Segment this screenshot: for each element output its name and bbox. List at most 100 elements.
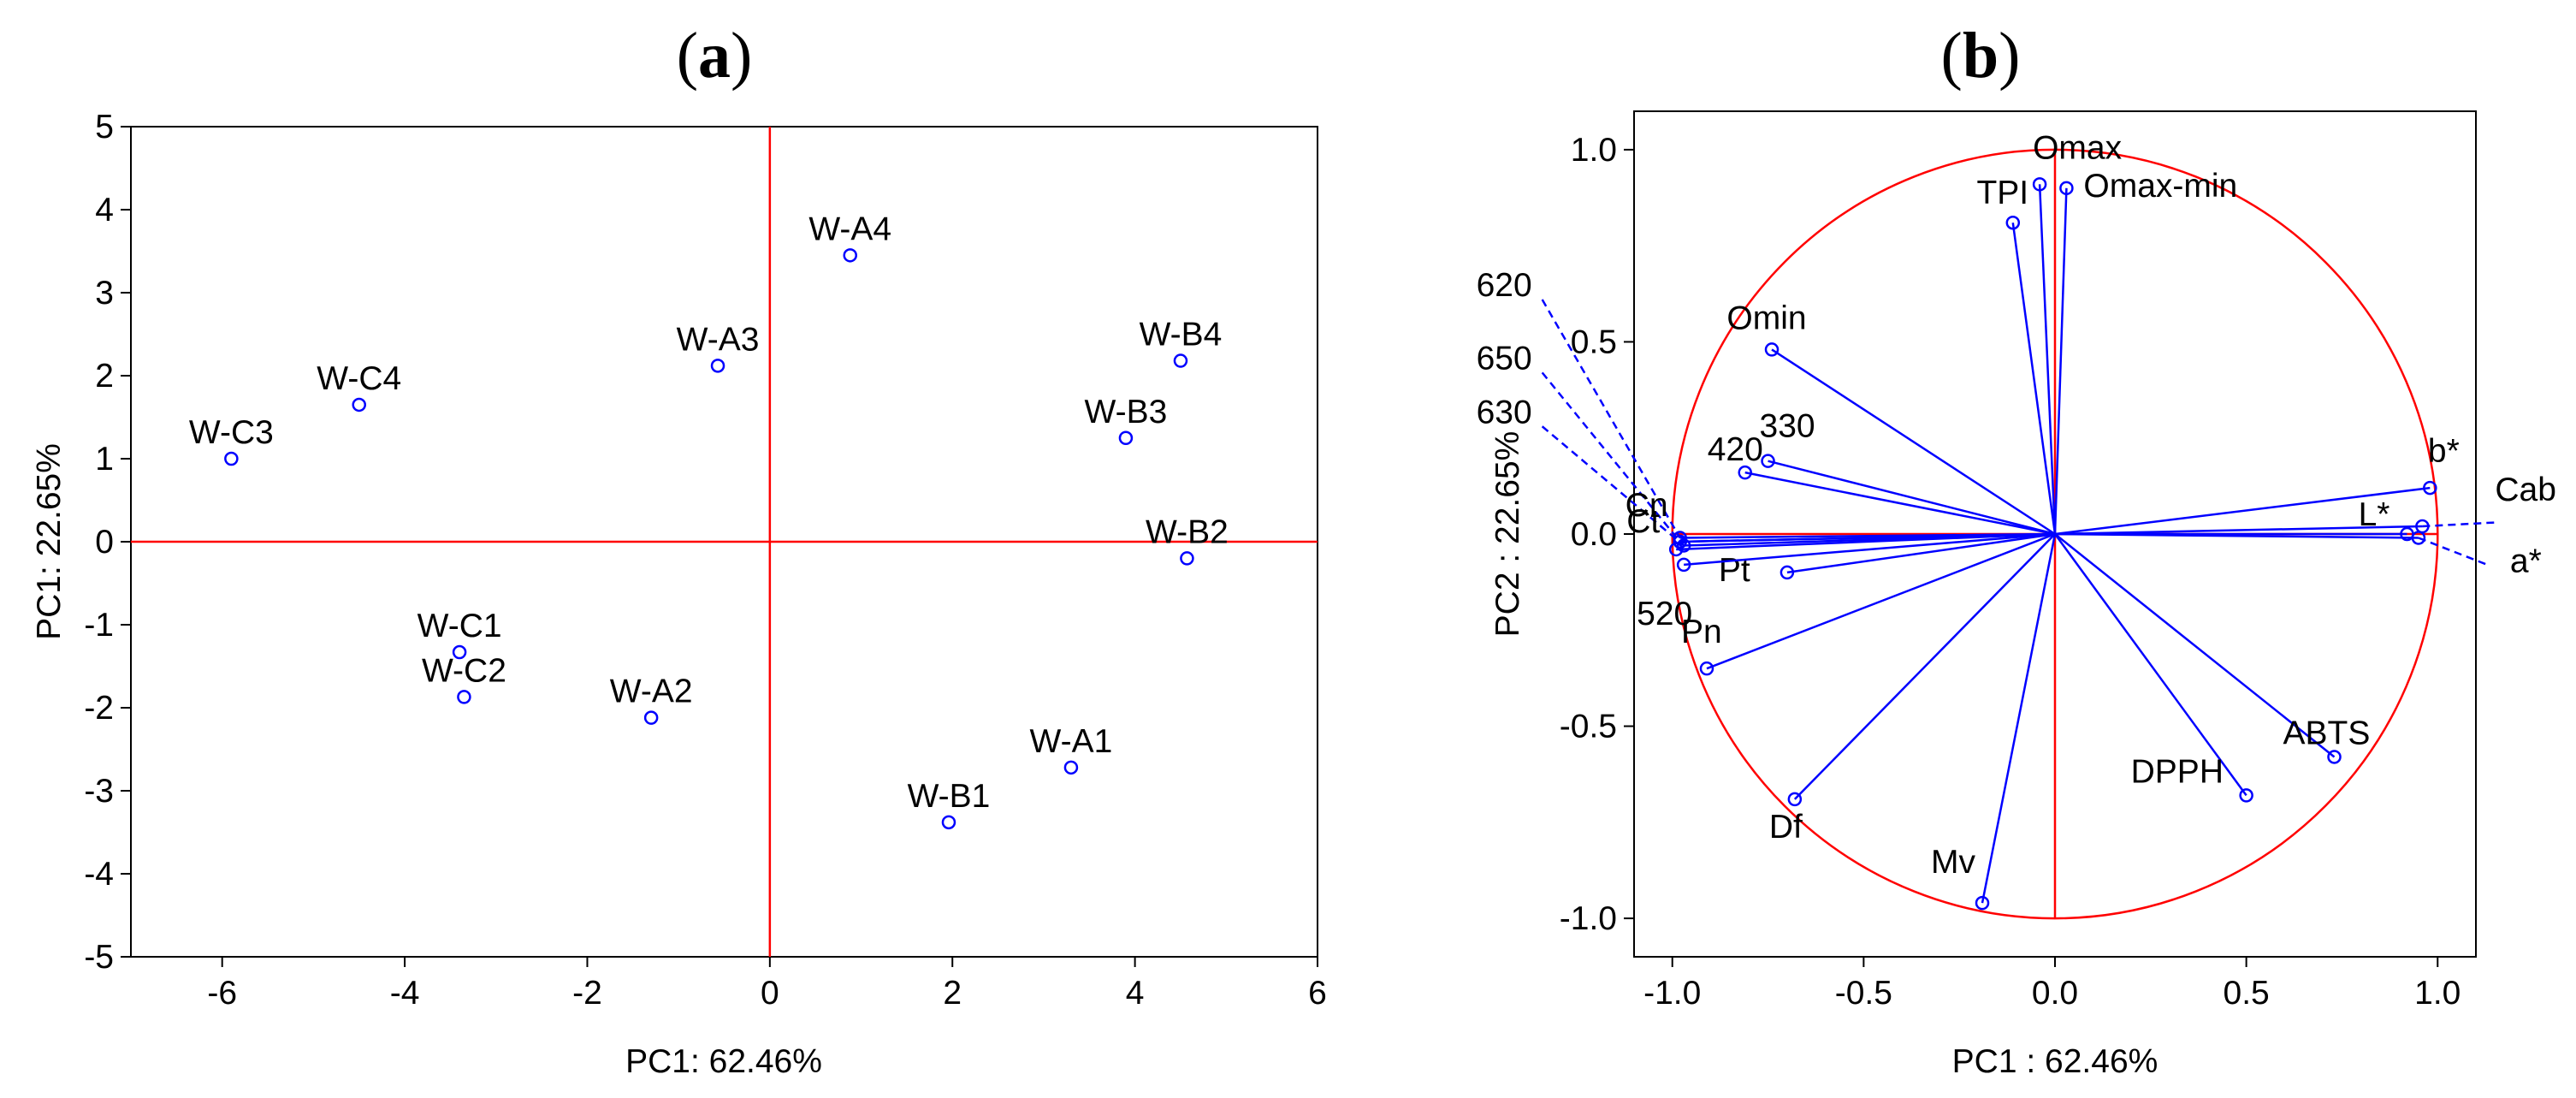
plot-a-y-tick-label: 2 <box>95 358 114 395</box>
scatter-point <box>710 359 725 373</box>
loading-point <box>2059 181 2074 196</box>
supplementary-dashed-line <box>1541 371 1681 543</box>
panel-b-title: (b) <box>1933 19 2028 93</box>
loading-variable-label: L* <box>2359 496 2390 533</box>
supplementary-dashed-line <box>2418 537 2488 567</box>
plot-a-x-axis-title: PC1: 62.46% <box>625 1043 822 1080</box>
scatter-point-label: W-C1 <box>417 608 502 644</box>
scatter-point-label: W-A3 <box>677 321 760 358</box>
scatter-point <box>941 815 956 830</box>
plot-a-y-tick-label: -4 <box>84 856 114 893</box>
loading-vector <box>1744 471 2056 536</box>
plot-a-y-tick-label: 3 <box>95 275 114 312</box>
loading-vector <box>2054 486 2431 536</box>
loading-point <box>1787 792 1803 807</box>
loading-variable-label: Pt <box>1719 552 1750 589</box>
plot-a-y-tick-label: 5 <box>95 109 114 145</box>
scatter-point <box>1063 760 1079 775</box>
loading-variable-label: a* <box>2510 543 2542 579</box>
loading-point <box>2327 750 2342 764</box>
loading-variable-label: DPPH <box>2131 753 2224 790</box>
supplementary-variable-label: 620 <box>1477 267 1532 304</box>
plot-b-y-tick-label: -0.5 <box>1560 709 1617 745</box>
plot-b-y-tick-label: 1.0 <box>1571 132 1617 169</box>
loading-vector <box>2038 184 2057 535</box>
plot-b-x-tick-label: 1.0 <box>2414 975 2461 1012</box>
loading-vector <box>1981 533 2057 904</box>
loading-vector <box>2053 533 2247 797</box>
loading-point <box>2411 531 2426 545</box>
loading-point <box>1975 895 1990 911</box>
loading-variable-label: TPI <box>1976 175 2028 211</box>
loading-vector <box>1786 532 2056 574</box>
panel-a-letter: a <box>698 20 731 92</box>
scatter-point-label: W-B2 <box>1146 513 1229 550</box>
plot-b-y-ticks: -1.0 -0.5 0.0 0.5 1.0 <box>1560 132 1634 937</box>
plot-a-x-tick-label: 6 <box>1308 975 1327 1012</box>
loading-variable-label: Ct <box>1626 503 1660 540</box>
plot-a-x-tick-label: -2 <box>572 975 602 1012</box>
scatter-point-label: W-B3 <box>1085 394 1168 430</box>
panel-a-title: (a) <box>667 19 761 93</box>
loading-point <box>2423 480 2437 496</box>
supplementary-dashed-line <box>2422 521 2496 528</box>
plot-a-x-tick-label: -4 <box>390 975 420 1012</box>
supplementary-variable-label: 650 <box>1477 340 1532 377</box>
loading-point <box>1764 342 1780 357</box>
panel-a-close: ) <box>731 20 753 92</box>
plot-a-x-tick-label: 4 <box>1126 975 1145 1012</box>
plot-b-x-tick-label: -1.0 <box>1643 975 1701 1012</box>
scatter-point <box>1180 551 1194 566</box>
scatter-point-label: W-C2 <box>422 652 506 689</box>
scatter-point-label: W-A2 <box>610 674 693 710</box>
scatter-point-label: W-B4 <box>1140 317 1223 353</box>
loading-point <box>2005 215 2021 230</box>
loading-variable-label: Df <box>1769 809 1803 846</box>
loading-vector <box>1706 532 2056 670</box>
loading-point <box>1738 465 1752 480</box>
loading-vector <box>2054 525 2423 536</box>
scatter-point-label: W-C4 <box>317 360 401 397</box>
plot-a-y-tick-label: 4 <box>95 192 114 229</box>
loading-point <box>1761 454 1775 468</box>
loading-variable-label: Omax <box>2033 129 2123 166</box>
loading-variable-label: Pn <box>1681 614 1722 650</box>
scatter-point <box>457 690 471 704</box>
loading-vector <box>1684 532 2056 567</box>
loading-variable-label: Omin <box>1726 300 1806 336</box>
loading-vector <box>1771 348 2056 536</box>
plot-b-x-ticks: -1.0 -0.5 0.0 0.5 1.0 <box>1643 957 2461 1012</box>
loading-variable-label: b* <box>2428 433 2460 470</box>
scatter-point-label: W-A4 <box>808 211 891 247</box>
loading-vector <box>2054 533 2336 758</box>
loading-vector <box>1793 533 2056 800</box>
plot-a-y-tick-label: -1 <box>84 607 114 644</box>
plot-a-y-tick-label: 1 <box>95 441 114 478</box>
scatter-point <box>843 248 857 263</box>
loading-point <box>2239 788 2253 803</box>
plot-a-reference-lines <box>131 127 1318 957</box>
panel-b-letter: b <box>1962 20 1999 92</box>
plot-b-x-tick-label: 0.0 <box>2032 975 2078 1012</box>
plot-a-y-tick-label: -3 <box>84 773 114 810</box>
scatter-point-label: W-A1 <box>1030 723 1113 760</box>
loading-variable-label: Mv <box>1931 844 1975 881</box>
loading-vector <box>2011 223 2057 535</box>
plot-a-y-axis-title: PC1: 22.65% <box>31 443 68 640</box>
plot-b-supplementary-lines: 620 650 630 <box>1477 267 2496 567</box>
loading-point <box>1699 661 1714 676</box>
loading-point <box>1673 531 1687 545</box>
scatter-point-label: W-B1 <box>908 778 991 815</box>
loading-point <box>1676 557 1691 573</box>
panel-b-open: ( <box>1940 20 1963 92</box>
plot-b-x-tick-label: 0.5 <box>2224 975 2270 1012</box>
scatter-point <box>352 397 366 412</box>
loading-variable-label: Cn <box>1626 487 1668 524</box>
loading-variable-label: 420 <box>1708 431 1763 468</box>
plot-a-x-tick-label: 2 <box>943 975 962 1012</box>
loading-variable-label: ABTS <box>2283 715 2371 751</box>
plot-a-y-tick-label: -5 <box>84 939 114 976</box>
scatter-point <box>452 644 467 660</box>
plot-b-y-tick-label: 0.5 <box>1571 323 1617 360</box>
